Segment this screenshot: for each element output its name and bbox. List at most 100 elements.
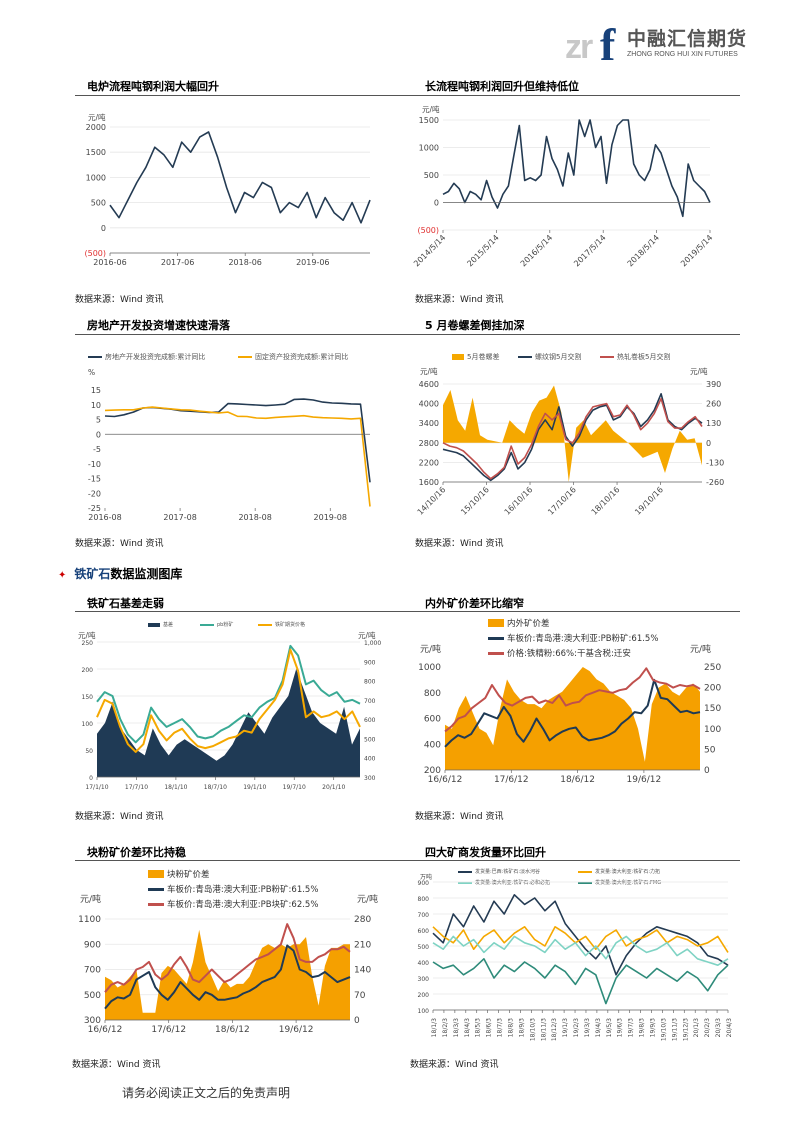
x-tick-label: 2018-08 — [238, 513, 271, 522]
legend-item: 发货量:澳大利亚:铁矿石:必和必拓 — [458, 879, 550, 886]
y-tick-label: 0 — [89, 775, 93, 782]
line-series — [96, 648, 361, 753]
line-series — [442, 393, 703, 482]
chart-c1: 2000 1500 1000 500 0 (500)2016-06 2017-06 2018-… — [84, 123, 371, 267]
line-series — [432, 958, 729, 1005]
x-tick-label: 2017-08 — [163, 513, 196, 522]
unit-label: % — [88, 368, 96, 377]
y-tick-label: 200 — [418, 992, 430, 999]
x-tick-label: 20/1/10 — [322, 784, 345, 791]
legend-item: 车板价:青岛港:澳大利亚:PB粉矿:61.5% — [148, 883, 318, 895]
section-heading: ✦ 铁矿石数据监测图库 — [58, 567, 183, 581]
x-tick-label: 17/6/12 — [494, 775, 529, 785]
y2-tick-label: 1,000 — [364, 640, 381, 647]
chart-title: 5 月卷螺差倒挂加深 — [425, 319, 525, 332]
logo-cn: 中融汇信期货 — [627, 28, 748, 50]
x-tick-label: 19/10/3 — [660, 1018, 667, 1041]
unit-label: 元/吨 — [80, 895, 102, 905]
x-tick-label: 2019/5/14 — [679, 233, 714, 268]
y2-tick-label: 140 — [354, 966, 371, 976]
y-tick-label: 800 — [418, 896, 430, 903]
y2-tick-label: 130 — [706, 419, 721, 428]
y2-tick-label: -260 — [706, 478, 724, 487]
y-tick-label: 600 — [424, 715, 441, 725]
x-tick-label: 15/10/16 — [459, 485, 491, 517]
y-tick-label: 200 — [82, 667, 94, 674]
line-series — [444, 678, 701, 748]
y-tick-label: 200 — [424, 766, 441, 776]
x-tick-label: 19/1/10 — [243, 784, 266, 791]
bullet-icon: ✦ — [58, 570, 67, 581]
y-tick-label: 500 — [424, 171, 439, 180]
line-series — [104, 944, 351, 1010]
y-tick-label: 1600 — [419, 478, 439, 487]
x-tick-label: 18/7/3 — [497, 1018, 504, 1037]
unit-label: 元/吨 — [420, 645, 442, 655]
legend-item: 热轧卷板5月交割 — [600, 352, 670, 362]
unit-label: 元/吨 — [88, 113, 106, 122]
y-tick-label: 2800 — [419, 439, 439, 448]
y-tick-label: 900 — [418, 880, 430, 887]
y2-tick-label: 300 — [364, 775, 376, 782]
chart-title: 铁矿石基差走弱 — [87, 597, 164, 610]
x-tick-label: 18/12/3 — [551, 1018, 558, 1041]
source-note: 数据来源：Wind 资讯 — [75, 539, 164, 549]
legend-item: 发货量:巴西:铁矿石:淡水河谷 — [458, 868, 540, 875]
y2-tick-label: 900 — [364, 659, 376, 666]
legend-item: 固定资产投资完成额:累计同比 — [238, 352, 348, 362]
y-tick-label: 500 — [91, 199, 106, 208]
x-tick-label: 2018/5/14 — [626, 233, 661, 268]
unit-label: 元/吨 — [358, 631, 376, 640]
source-note: 数据来源：Wind 资讯 — [75, 295, 164, 305]
y-tick-label: 1500 — [419, 116, 439, 125]
x-tick-label: 18/6/12 — [215, 1025, 250, 1035]
unit-label: 万吨 — [420, 874, 433, 881]
source-note: 数据来源：Wind 资讯 — [415, 812, 504, 822]
y-tick-label: 150 — [82, 694, 94, 701]
y-tick-label: 500 — [418, 944, 430, 951]
company-logo: zr f 中融汇信期货 ZHONG RONG HUI XIN FUTURES — [565, 19, 770, 70]
divider — [75, 611, 740, 612]
x-tick-label: 16/6/12 — [428, 775, 463, 785]
x-tick-label: 2015/5/14 — [465, 233, 500, 268]
y-tick-label: 800 — [424, 689, 441, 699]
x-tick-label: 19/3/3 — [584, 1018, 591, 1037]
logo-mark: zr — [565, 28, 593, 66]
x-tick-label: 19/1/3 — [562, 1018, 569, 1037]
x-tick-label: 18/10/3 — [529, 1018, 536, 1041]
chart-c4: 4600 4000 3400 2800 2200 1600 390 260 130 0 -130 -2… — [416, 380, 725, 517]
chart-title: 块粉矿价差环比持稳 — [87, 846, 186, 859]
line-series — [104, 923, 351, 993]
chart-title: 内外矿价差环比缩窄 — [425, 597, 524, 610]
y-tick-label: 0 — [96, 430, 101, 439]
y-tick-label: 400 — [424, 740, 441, 750]
y-tick-label: 1000 — [86, 173, 106, 182]
x-tick-label: 19/7/3 — [628, 1018, 635, 1037]
y2-tick-label: 50 — [704, 745, 716, 755]
y-tick-label: 250 — [82, 640, 94, 647]
y-tick-label: -5 — [93, 445, 101, 454]
y-tick-label: 2200 — [419, 458, 439, 467]
y-tick-label: 2000 — [86, 123, 106, 132]
x-tick-label: 18/11/3 — [540, 1018, 547, 1041]
y-tick-label: 3400 — [419, 419, 439, 428]
y2-tick-label: 70 — [354, 991, 366, 1001]
line-series — [442, 119, 711, 218]
y-tick-label: 700 — [418, 912, 430, 919]
x-tick-label: 18/7/10 — [204, 784, 227, 791]
x-tick-label: 19/6/12 — [627, 775, 662, 785]
x-tick-label: 18/6/3 — [486, 1018, 493, 1037]
line-series — [96, 644, 361, 744]
legend-item: 5月卷螺差 — [452, 352, 499, 362]
x-tick-label: 2018-06 — [228, 258, 261, 267]
y2-tick-label: 250 — [704, 663, 721, 673]
x-tick-label: 2019-06 — [296, 258, 329, 267]
source-note: 数据来源：Wind 资讯 — [410, 1060, 499, 1070]
x-tick-label: 20/2/3 — [704, 1018, 711, 1037]
chart-c6: 1000 800 600 400 200 250 200 150 100 50 0 16/6/12 17… — [418, 663, 721, 785]
y2-tick-label: 600 — [364, 717, 376, 724]
y-tick-label: -15 — [88, 475, 101, 484]
